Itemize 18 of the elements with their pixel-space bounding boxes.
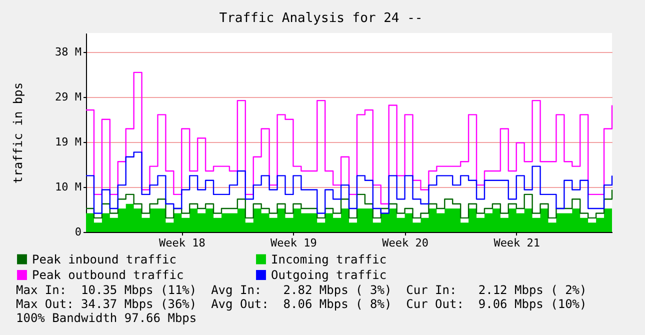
- legend-label: Incoming traffic: [271, 252, 387, 266]
- y-axis-title: traffic in bps: [11, 82, 26, 184]
- x-tick-label: Week 20: [382, 236, 428, 250]
- y-tick-label: 0: [74, 226, 82, 238]
- legend-label: Peak outbound traffic: [32, 268, 184, 282]
- y-tick-label: 29 M: [55, 90, 82, 104]
- legend-label: Outgoing traffic: [271, 268, 387, 282]
- legend-label: Peak inbound traffic: [32, 252, 176, 266]
- y-tick-label: 19 M: [55, 135, 82, 148]
- y-tick-label: 38 M: [55, 45, 82, 58]
- text: Max In: 10.35 Mbps (11%) Avg In: 2.82 Mbps ( 3%) Cur In: 2.12 Mbps ( 2%): [16, 283, 587, 297]
- x-tick-label: Week 19: [270, 236, 317, 250]
- x-tick-label: Week 21: [494, 236, 540, 250]
- chart-title: Traffic Analysis for 24 --: [219, 11, 423, 26]
- x-tick-label: Week 18: [158, 236, 206, 250]
- text: 100% Bandwidth 97.66 Mbps: [16, 311, 197, 325]
- y-tick-label: 10 M: [55, 180, 82, 194]
- text: Max Out: 34.37 Mbps (36%) Avg Out: 8.06 Mbps ( 8%) Cur Out: 9.06 Mbps (10%): [16, 297, 587, 311]
